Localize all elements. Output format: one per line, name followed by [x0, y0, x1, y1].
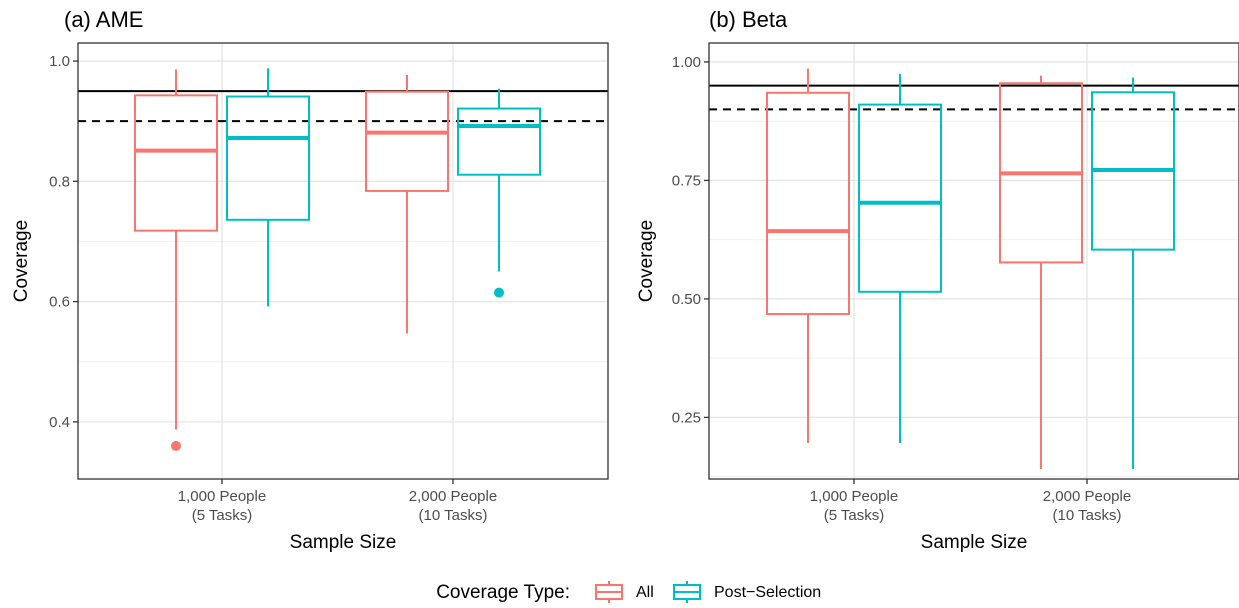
outlier-point [171, 440, 181, 451]
x-tick-label-line1: 2,000 People [409, 488, 497, 505]
box-iqr [134, 94, 218, 232]
box-all-1 [134, 69, 218, 451]
x-axis-label: Sample Size [290, 532, 397, 553]
legend-key-post-selection [673, 581, 701, 603]
y-tick-label: 0.25 [672, 409, 701, 426]
panel-ame: 0.4 0.6 0.8 1.0 1,000 People (5 Tasks) 2,000 P… [11, 7, 609, 553]
legend-label-post-selection: Post−Selection [714, 584, 821, 601]
x-tick-label-line2: (5 Tasks) [824, 507, 885, 524]
x-tick-label-line1: 2,000 People [1043, 488, 1131, 505]
x-tick-label-line2: (10 Tasks) [419, 507, 488, 524]
x-tick-label-line1: 1,000 People [810, 488, 898, 505]
y-axis-label: Coverage [11, 220, 32, 302]
box-iqr [226, 95, 310, 221]
box-iqr [365, 90, 449, 192]
panel-border [708, 42, 1239, 480]
box-iqr [858, 103, 942, 293]
box-post-selection-2 [1091, 77, 1175, 470]
legend: Coverage Type: All Post−Selection [436, 581, 821, 603]
legend-title: Coverage Type: [436, 582, 570, 603]
box-all-1 [766, 68, 850, 443]
y-tick-label: 0.75 [672, 172, 701, 189]
y-tick-label: 1.00 [672, 54, 701, 71]
plot-background [78, 43, 608, 479]
legend-key-all [595, 581, 623, 603]
panel-title: (a) AME [64, 7, 143, 32]
box-all-2 [999, 75, 1083, 470]
box-post-selection-1 [226, 68, 310, 307]
x-tick-label-line2: (10 Tasks) [1053, 507, 1122, 524]
x-axis-label: Sample Size [921, 532, 1028, 553]
y-tick-label: 0.50 [672, 291, 701, 308]
plot-background [709, 43, 1239, 479]
y-tick-label: 0.8 [49, 173, 70, 190]
panel-beta: 0.25 0.50 0.75 1.00 1,000 People (5 Tasks) 2,0… [636, 7, 1239, 553]
box-all-2 [365, 74, 449, 334]
box-iqr [457, 107, 541, 176]
panel-title: (b) Beta [709, 7, 788, 32]
y-axis-label: Coverage [636, 220, 657, 302]
panels: 0.4 0.6 0.8 1.0 1,000 People (5 Tasks) 2,000 P… [11, 7, 1239, 553]
legend-label-all: All [636, 584, 654, 601]
panel-border [77, 42, 609, 480]
outlier-point [494, 287, 504, 298]
y-tick-label: 1.0 [49, 53, 70, 70]
box-post-selection-2 [457, 88, 541, 298]
y-tick-label: 0.4 [49, 414, 70, 431]
box-post-selection-1 [858, 73, 942, 443]
x-tick-label-line1: 1,000 People [178, 488, 266, 505]
x-tick-label-line2: (5 Tasks) [192, 507, 253, 524]
y-tick-label: 0.6 [49, 294, 70, 311]
box-iqr [766, 91, 850, 316]
